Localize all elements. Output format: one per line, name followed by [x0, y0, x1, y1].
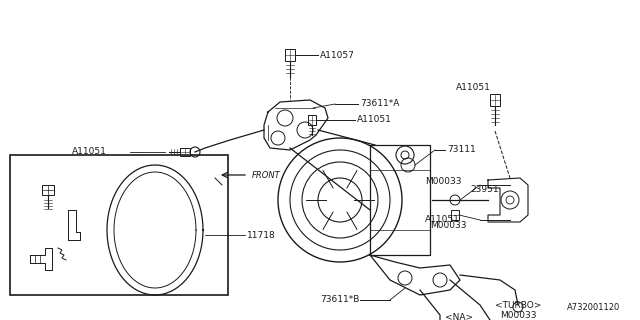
Bar [180, 148, 190, 156]
Text: FRONT: FRONT [252, 171, 281, 180]
Bar [10, 155, 228, 295]
Bar [42, 185, 54, 195]
Text: A11051: A11051 [72, 148, 107, 156]
Text: M00033: M00033 [430, 220, 467, 229]
Text: M00033: M00033 [500, 310, 536, 319]
Text: 11718: 11718 [247, 230, 276, 239]
Bar [308, 115, 316, 125]
Text: <TURBO>: <TURBO> [495, 300, 541, 309]
Text: A11051: A11051 [425, 215, 460, 225]
Text: 73611*B: 73611*B [321, 295, 360, 305]
Bar [490, 94, 500, 106]
Text: A732001120: A732001120 [567, 303, 620, 313]
Text: 23951: 23951 [470, 186, 499, 195]
Bar [285, 49, 295, 61]
Text: A11051: A11051 [456, 84, 490, 92]
Text: A11051: A11051 [357, 116, 392, 124]
Text: 73111: 73111 [447, 146, 476, 155]
Text: A11057: A11057 [320, 51, 355, 60]
Text: <NA>: <NA> [445, 314, 473, 320]
Text: M00033: M00033 [425, 178, 461, 187]
Text: 73611*A: 73611*A [360, 100, 399, 108]
Bar [451, 210, 459, 220]
